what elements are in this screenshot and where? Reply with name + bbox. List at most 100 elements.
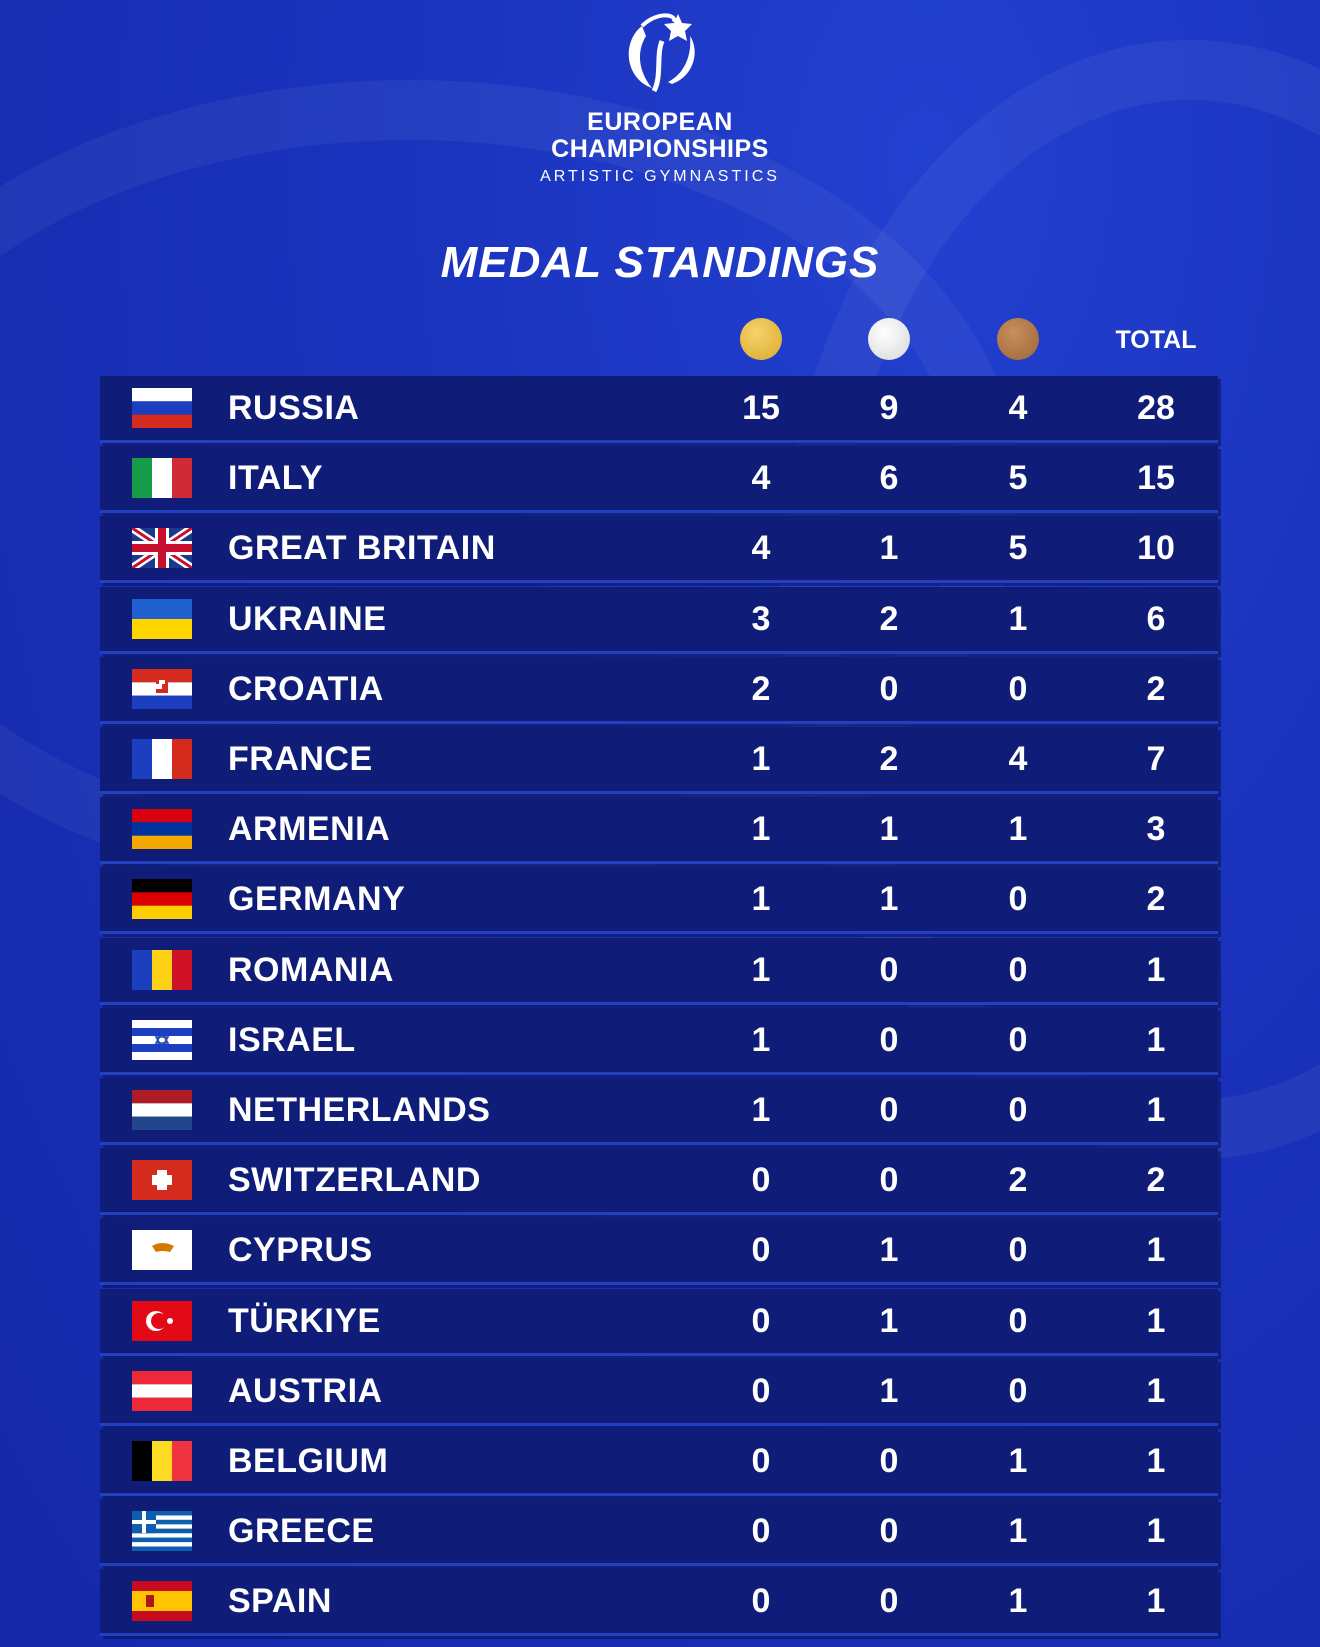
flag-part xyxy=(146,1595,154,1608)
silver-count: 0 xyxy=(879,1582,899,1621)
flag-part xyxy=(132,1051,192,1060)
country-name: GREECE xyxy=(228,1512,375,1551)
logo xyxy=(628,13,695,93)
flag-part xyxy=(152,1441,172,1481)
flag-part xyxy=(132,1384,192,1398)
table-row: ISRAEL 1 0 0 1 xyxy=(100,1007,1218,1075)
flag-part xyxy=(132,1528,192,1534)
silver-count: 2 xyxy=(879,599,899,638)
table-row: ARMENIA 1 1 1 3 xyxy=(100,797,1218,865)
flag-part xyxy=(132,892,192,907)
flag-part xyxy=(152,739,172,779)
flag xyxy=(132,598,192,639)
gold-count: 1 xyxy=(751,1091,771,1129)
country-name: BELGIUM xyxy=(228,1442,389,1480)
gold-medal-icon xyxy=(740,318,782,360)
flag-part xyxy=(132,1370,192,1385)
bronze-count: 0 xyxy=(1008,1231,1028,1270)
gold-count: 0 xyxy=(751,1512,771,1551)
gold-count: 4 xyxy=(751,529,771,568)
country-name: NETHERLANDS xyxy=(228,1091,491,1129)
gold-count: 1 xyxy=(751,950,771,989)
silver-count: 6 xyxy=(879,459,899,498)
silver-count: 1 xyxy=(879,880,899,919)
flag-part xyxy=(132,1611,192,1622)
country-name: GREAT BRITAIN xyxy=(228,529,496,568)
table-row: AUSTRIA 0 1 0 1 xyxy=(100,1358,1218,1426)
total-count: 1 xyxy=(1146,1020,1166,1059)
bronze-count: 4 xyxy=(1008,389,1028,427)
country-name: RUSSIA xyxy=(228,389,360,427)
flag-part xyxy=(132,1116,192,1130)
flag xyxy=(132,1441,192,1481)
gold-count: 3 xyxy=(751,599,771,638)
bronze-count: 1 xyxy=(1008,1582,1028,1621)
total-count: 1 xyxy=(1146,950,1166,989)
flag-part xyxy=(152,1243,174,1253)
flag-part xyxy=(132,1019,192,1028)
flag-part xyxy=(132,809,192,823)
country-name: AUSTRIA xyxy=(228,1371,383,1410)
silver-count: 0 xyxy=(879,950,899,989)
country-name: ITALY xyxy=(228,459,324,498)
silver-medal-icon xyxy=(868,318,910,360)
total-count: 1 xyxy=(1146,1442,1166,1480)
table-row: GREECE 0 0 1 1 xyxy=(100,1499,1218,1567)
flag-part xyxy=(132,1591,192,1602)
total-count: 1 xyxy=(1146,1301,1166,1340)
total-count: 1 xyxy=(1146,1231,1166,1270)
flag-part xyxy=(132,1533,192,1538)
flag-part xyxy=(132,1515,192,1521)
total-count: 1 xyxy=(1146,1371,1166,1410)
silver-count: 0 xyxy=(879,1161,899,1200)
flag xyxy=(132,739,192,779)
bronze-count: 5 xyxy=(1008,459,1028,498)
flag-part xyxy=(132,598,192,619)
flag xyxy=(132,388,192,428)
flag-part xyxy=(132,1103,192,1117)
bronze-count: 0 xyxy=(1008,1301,1028,1340)
gold-count: 1 xyxy=(751,740,771,778)
bronze-count: 2 xyxy=(1008,1161,1028,1200)
flag-part xyxy=(132,739,152,779)
flag-part xyxy=(132,695,192,709)
flag-part xyxy=(132,1441,152,1481)
flag-part xyxy=(132,1035,192,1044)
flag-part xyxy=(132,668,192,683)
gold-count: 1 xyxy=(751,810,771,849)
silver-count: 0 xyxy=(879,1512,899,1551)
silver-count: 1 xyxy=(879,1301,899,1340)
table-row: NETHERLANDS 1 0 0 1 xyxy=(100,1078,1218,1145)
total-count: 2 xyxy=(1146,1161,1166,1200)
table-row: RUSSIA 15 9 4 28 xyxy=(100,376,1218,443)
silver-count: 2 xyxy=(879,740,899,778)
flag xyxy=(132,1511,192,1552)
country-name: ROMANIA xyxy=(228,950,394,989)
silver-count: 0 xyxy=(879,1020,899,1059)
total-count: 15 xyxy=(1137,459,1175,498)
gold-count: 4 xyxy=(751,459,771,498)
flag-part xyxy=(172,949,192,990)
total-count: 7 xyxy=(1146,740,1166,778)
gold-count: 0 xyxy=(751,1582,771,1621)
table-row: GERMANY 1 1 0 2 xyxy=(100,867,1218,935)
flag-part xyxy=(132,388,192,402)
table-row: CYPRUS 0 1 0 1 xyxy=(100,1218,1218,1286)
total-count: 28 xyxy=(1137,389,1175,427)
flag xyxy=(132,1581,192,1622)
bronze-count: 0 xyxy=(1008,1091,1028,1129)
gold-count: 0 xyxy=(751,1371,771,1410)
total-count: 1 xyxy=(1146,1582,1166,1621)
country-name: GERMANY xyxy=(228,880,406,919)
flag-part xyxy=(132,822,192,836)
country-name: CROATIA xyxy=(228,669,384,708)
flag-part xyxy=(167,1317,173,1324)
silver-count: 1 xyxy=(879,1231,899,1270)
flag-part xyxy=(132,1520,192,1525)
flag-part xyxy=(132,458,152,499)
flag-part xyxy=(152,949,172,990)
flag-part xyxy=(132,414,192,428)
bronze-count: 1 xyxy=(1008,810,1028,849)
silver-count: 0 xyxy=(879,669,899,708)
flag-part xyxy=(132,1090,192,1104)
